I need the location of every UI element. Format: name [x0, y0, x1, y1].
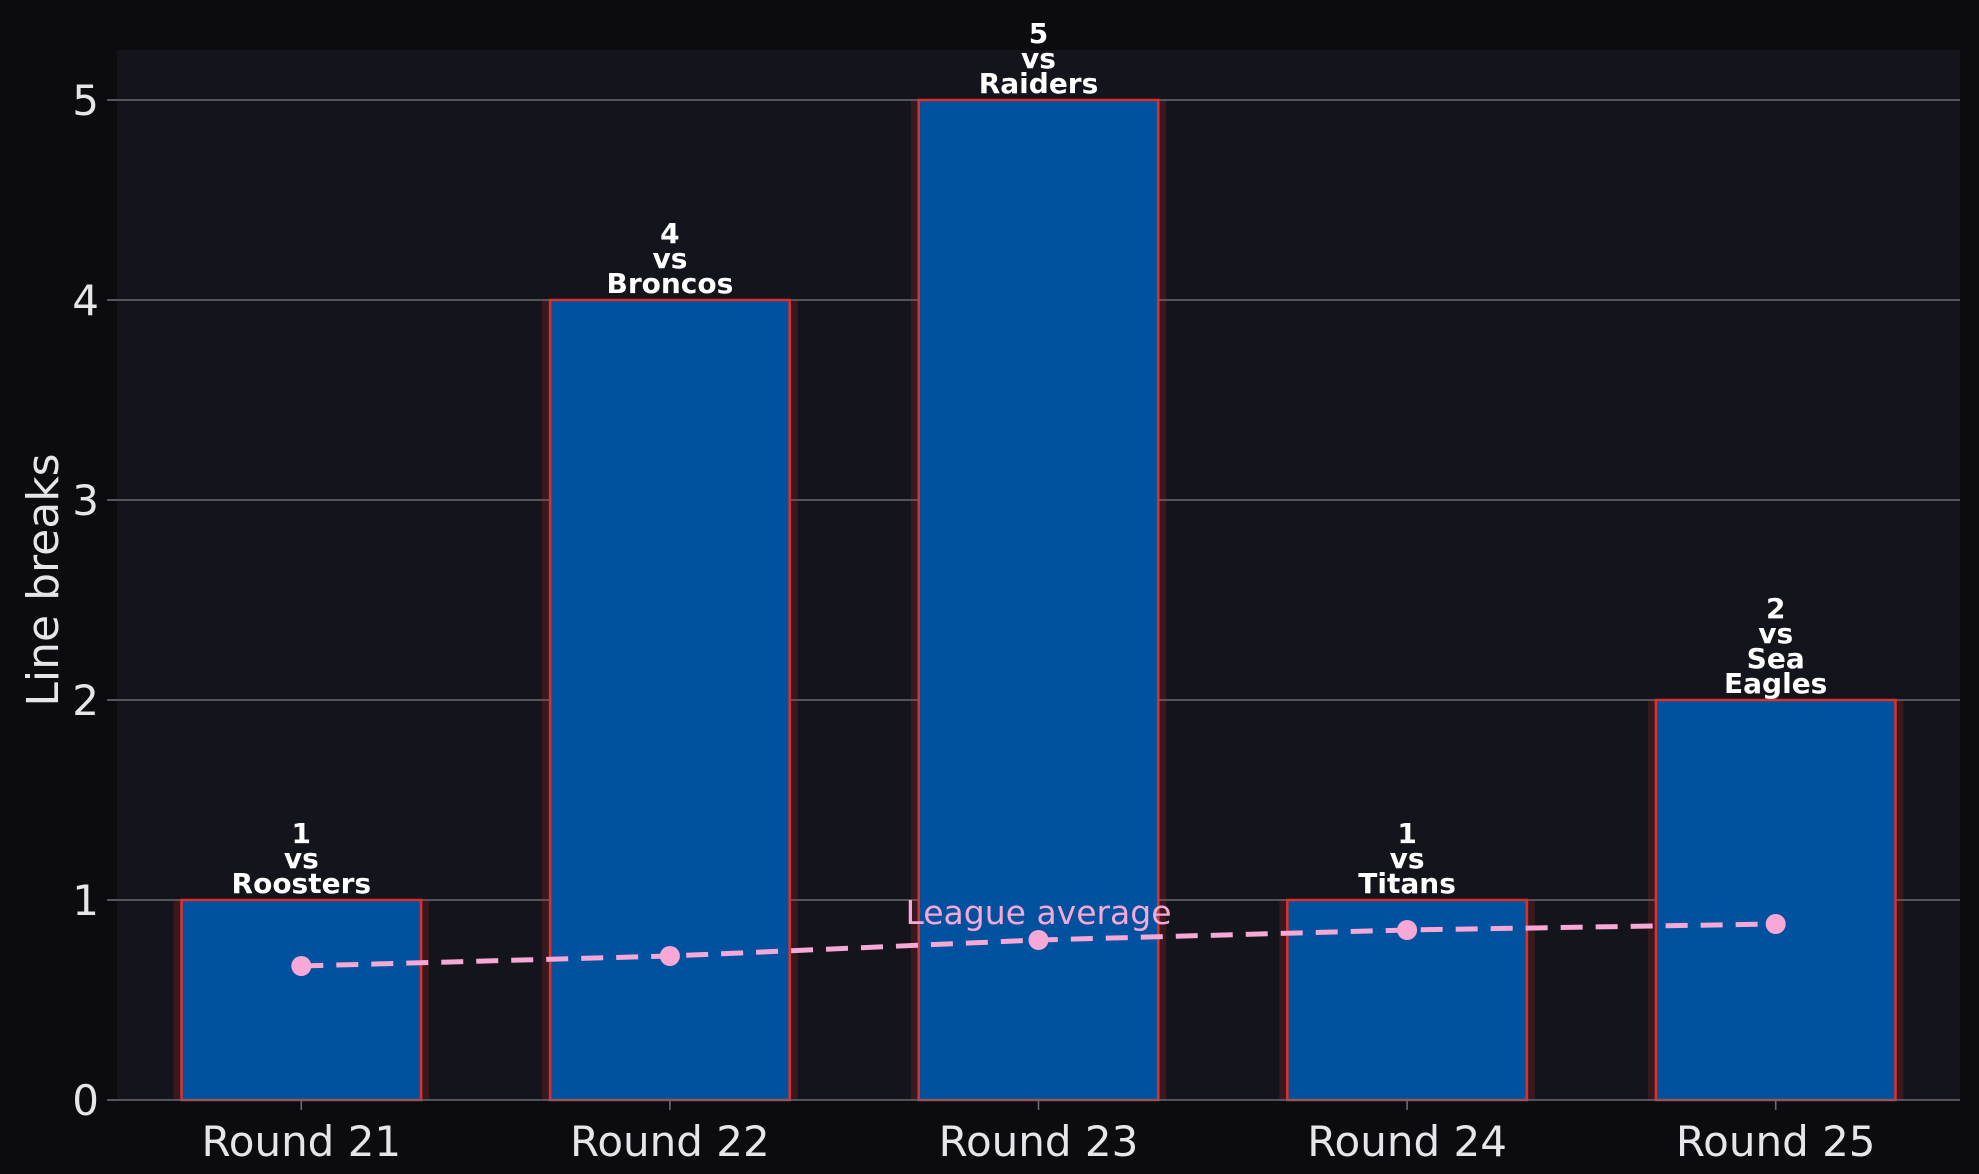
league-average-series [291, 914, 1786, 976]
bar-annotation-line: vs [1021, 42, 1056, 75]
bar-annotation-line: Sea [1747, 642, 1805, 675]
bar-annotation-line: 2 [1766, 592, 1785, 625]
bar-annotation-line: vs [1758, 617, 1793, 650]
league-average-point [1765, 914, 1786, 934]
x-tick-label: Round 22 [570, 1117, 770, 1166]
x-tick-label: Round 25 [1676, 1117, 1876, 1166]
x-tick-label: Round 23 [939, 1117, 1139, 1166]
y-axis-label: Line breaks [18, 453, 69, 706]
bar-annotation-line: vs [284, 842, 319, 875]
bar-annotation-line: 5 [1029, 17, 1048, 50]
bar-annotation-line: Roosters [232, 867, 372, 900]
bar-annotation-line: 1 [1397, 817, 1416, 850]
y-tick-label: 1 [72, 876, 99, 925]
y-tick-label: 2 [72, 676, 99, 725]
y-tick-label: 5 [72, 76, 99, 125]
league-average-label: League average [905, 893, 1171, 932]
bar-annotation-line: vs [652, 242, 687, 275]
axes: 0 1 2 3 4 5 Round 21 Round 22 Round 23 Round 24 Ro… [72, 76, 1960, 1166]
league-average-point [1028, 930, 1049, 950]
bar [1654, 698, 1897, 1102]
x-tick-label: Round 21 [201, 1117, 401, 1166]
bar-annotation-line: 1 [292, 817, 311, 850]
y-tick-label: 3 [72, 476, 99, 525]
bar-annotation-line: Titans [1358, 867, 1456, 900]
league-average-point [1397, 920, 1418, 940]
bar-annotation-line: vs [1390, 842, 1425, 875]
y-tick-label: 4 [72, 276, 99, 325]
league-average-point [291, 956, 312, 976]
y-tick-label: 0 [72, 1076, 99, 1125]
bar-annotation-line: 4 [660, 217, 679, 250]
league-average-point [659, 946, 680, 966]
bar-annotation-line: Broncos [606, 267, 733, 300]
bar [548, 298, 791, 1102]
bar-annotation-line: Raiders [979, 67, 1099, 100]
bar-annotations: 1vsRoosters4vsBroncos5vsRaiders1vsTitans… [232, 17, 1828, 900]
x-tick-label: Round 24 [1307, 1117, 1507, 1166]
bar [180, 898, 423, 1102]
bar-annotation-line: Eagles [1724, 667, 1827, 700]
